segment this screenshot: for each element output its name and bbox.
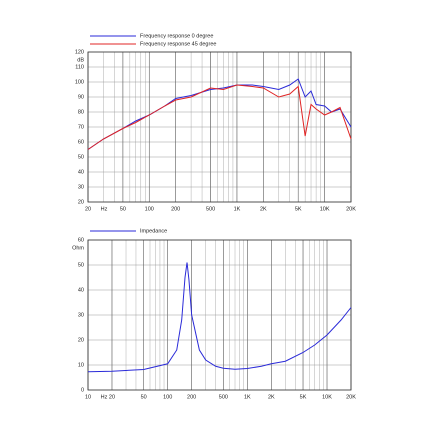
plot-frame: [87, 239, 352, 391]
x-tick-label: 10K: [320, 206, 330, 212]
x-tick-label: 50: [141, 394, 147, 400]
y-tick-label: 60: [78, 139, 84, 145]
y-tick-label: 20: [78, 337, 84, 343]
y-tick-label: 60: [78, 237, 84, 243]
y-tick-label: 70: [78, 124, 84, 130]
y-tick-label: 30: [78, 312, 84, 318]
x-unit: Hz: [101, 206, 108, 212]
x-tick-label: 10: [85, 394, 91, 400]
y-tick-label: 0: [81, 387, 84, 393]
x-tick-label: 20K: [346, 394, 356, 400]
x-tick-label: 2K: [260, 206, 267, 212]
x-tick-label: 500: [219, 394, 228, 400]
y-tick-label: 40: [78, 287, 84, 293]
x-tick-label: 10K: [322, 394, 332, 400]
y-tick-label: 10: [78, 362, 84, 368]
x-tick-label: 20K: [346, 206, 356, 212]
x-tick-label: 5K: [300, 394, 307, 400]
y-tick-label: 90: [78, 94, 84, 100]
y-tick-label: 80: [78, 109, 84, 115]
x-tick-label: 500: [206, 206, 215, 212]
legend-label: Frequency response 0 degree: [140, 33, 213, 39]
y-tick-label: 50: [78, 262, 84, 268]
y-tick-label: 110: [75, 64, 84, 70]
x-tick-label: 100: [145, 206, 154, 212]
series-line: [87, 78, 352, 150]
x-tick-label: 200: [171, 206, 180, 212]
x-tick-label: 20: [109, 394, 115, 400]
y-tick-label: 20: [78, 199, 84, 205]
x-tick-label: 50: [120, 206, 126, 212]
legend-label: Frequency response 45 degree: [140, 41, 216, 47]
y-tick-label: 30: [78, 184, 84, 190]
series-line: [87, 262, 352, 373]
y-tick-label: 50: [78, 154, 84, 160]
y-unit: dB: [77, 57, 84, 63]
y-tick-label: 100: [75, 79, 84, 85]
x-tick-label: 1K: [234, 206, 241, 212]
x-unit: Hz: [101, 394, 108, 400]
series-line: [87, 84, 352, 150]
x-tick-label: 5K: [295, 206, 302, 212]
y-tick-label: 120: [75, 49, 84, 55]
legend-label: Impedance: [140, 228, 167, 234]
x-tick-label: 20: [85, 206, 91, 212]
x-tick-label: 2K: [268, 394, 275, 400]
x-tick-label: 200: [187, 394, 196, 400]
y-tick-label: 40: [78, 169, 84, 175]
x-tick-label: 100: [163, 394, 172, 400]
x-tick-label: 1K: [244, 394, 251, 400]
y-unit: Ohm: [72, 245, 84, 251]
